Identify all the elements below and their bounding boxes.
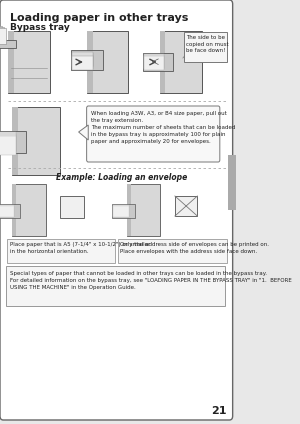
Bar [0, 26, 2, 42]
Bar [0, 131, 26, 153]
Bar [87, 31, 128, 93]
Text: Bypass tray: Bypass tray [10, 23, 69, 32]
Bar [144, 56, 164, 70]
Bar [12, 107, 18, 175]
Text: Loading paper in other trays: Loading paper in other trays [10, 13, 188, 23]
FancyBboxPatch shape [0, 0, 233, 420]
Bar [72, 55, 93, 69]
FancyBboxPatch shape [87, 106, 220, 162]
Bar [113, 206, 129, 217]
Bar [228, 155, 236, 210]
FancyBboxPatch shape [7, 239, 115, 263]
FancyBboxPatch shape [118, 239, 227, 263]
Bar [127, 184, 160, 236]
Polygon shape [79, 125, 88, 140]
Bar [72, 52, 93, 66]
Bar [0, 133, 16, 152]
Bar [113, 206, 129, 218]
Bar [113, 205, 129, 216]
Text: When loading A3W, A3, or B4 size paper, pull out
the tray extension.
The maximum: When loading A3W, A3, or B4 size paper, … [91, 111, 235, 144]
Text: The side to be
copied on must
be face down!: The side to be copied on must be face do… [186, 35, 228, 53]
Bar [87, 31, 93, 93]
Bar [0, 135, 16, 154]
Text: Only the address side of envelopes can be printed on.
Place envelopes with the a: Only the address side of envelopes can b… [120, 242, 269, 254]
Bar [0, 205, 14, 216]
Bar [12, 107, 60, 175]
Bar [112, 204, 135, 218]
Bar [12, 184, 46, 236]
Bar [0, 136, 16, 155]
Bar [160, 31, 166, 93]
Bar [144, 54, 164, 68]
Bar [144, 55, 164, 69]
Bar [160, 31, 202, 93]
Bar [0, 27, 4, 43]
Text: 21: 21 [211, 406, 226, 416]
Text: Special types of paper that cannot be loaded in other trays can be loaded in the: Special types of paper that cannot be lo… [11, 271, 292, 290]
FancyBboxPatch shape [184, 32, 227, 62]
Bar [0, 206, 14, 217]
Bar [70, 50, 103, 70]
Bar [0, 134, 16, 153]
FancyBboxPatch shape [6, 266, 225, 306]
Bar [0, 132, 16, 151]
Bar [72, 56, 93, 70]
Bar [0, 204, 20, 218]
Text: Place paper that is A5 (7-1/4" x 10-1/2") or smaller
in the horizontal orientati: Place paper that is A5 (7-1/4" x 10-1/2"… [10, 242, 150, 254]
Bar [12, 184, 16, 236]
Bar [127, 184, 131, 236]
Bar [0, 206, 14, 218]
Bar [8, 31, 50, 93]
Bar [0, 28, 6, 44]
Bar [8, 31, 14, 93]
Bar [0, 40, 16, 48]
Bar [143, 53, 173, 71]
Bar [175, 196, 197, 216]
Bar [72, 53, 93, 67]
Bar [60, 196, 84, 218]
Text: Example: Loading an envelope: Example: Loading an envelope [56, 173, 188, 182]
